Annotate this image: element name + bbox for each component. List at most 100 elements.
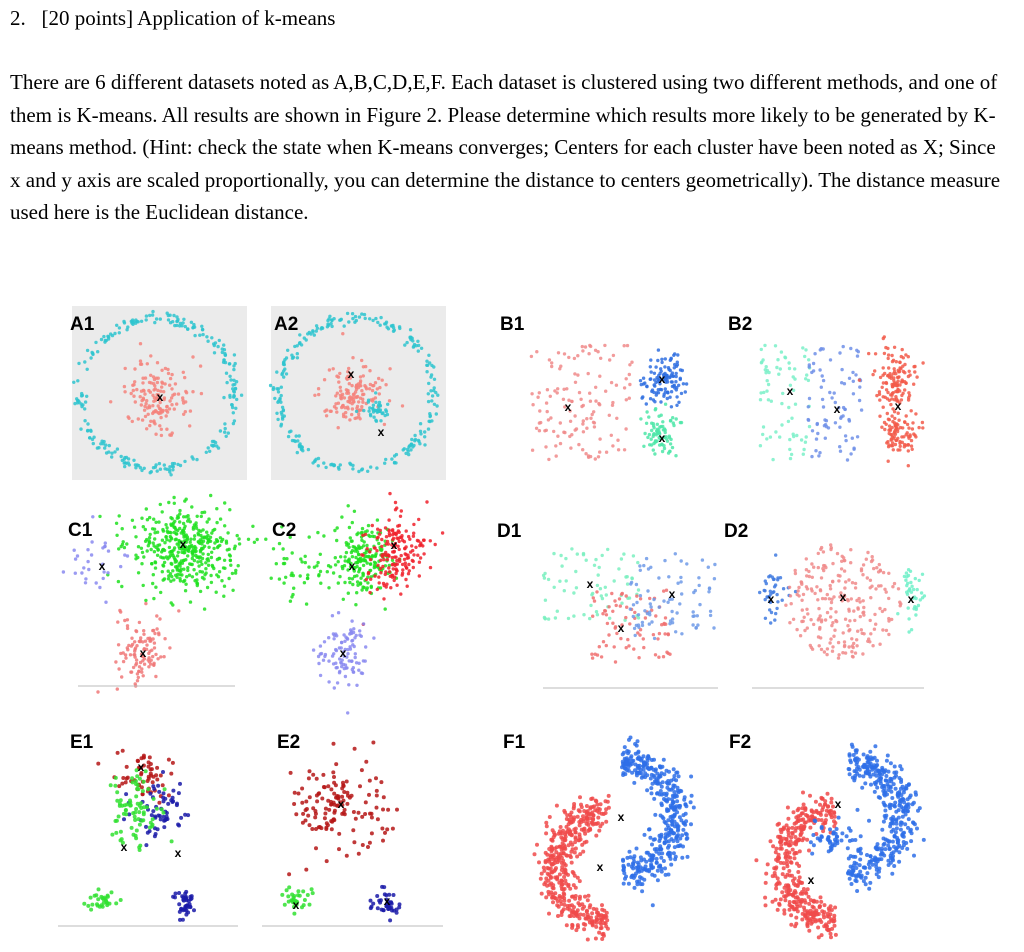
data-point (181, 370, 185, 374)
data-point (581, 827, 586, 832)
data-point (397, 539, 401, 544)
data-point (535, 842, 539, 847)
data-point (341, 404, 345, 408)
data-point (167, 555, 171, 559)
data-point (616, 438, 620, 442)
data-point (134, 658, 139, 662)
data-point (552, 551, 556, 556)
data-point (893, 442, 898, 447)
data-point (152, 517, 156, 521)
data-point (136, 787, 141, 792)
data-point (351, 316, 355, 321)
data-point (878, 795, 882, 800)
data-point (804, 568, 809, 572)
data-point (392, 545, 396, 549)
data-point (332, 317, 336, 321)
data-point (651, 633, 656, 637)
data-point (805, 607, 809, 611)
data-point (654, 860, 659, 865)
data-point (89, 907, 94, 912)
data-point (407, 562, 411, 567)
data-point (627, 372, 631, 377)
data-point (812, 622, 816, 627)
data-point (353, 652, 357, 656)
data-point (641, 760, 646, 765)
data-point (547, 892, 551, 897)
data-point (178, 577, 182, 581)
data-point (290, 551, 294, 555)
data-point (677, 844, 682, 848)
data-point (165, 467, 169, 471)
data-point (543, 571, 547, 576)
data-point (659, 400, 663, 404)
data-point (336, 611, 341, 615)
data-point (173, 382, 178, 386)
data-point (890, 397, 894, 401)
cluster-center-x-icon: x (787, 384, 794, 398)
data-point (96, 897, 101, 902)
data-point (668, 419, 673, 423)
data-point (850, 581, 855, 585)
data-point (679, 575, 683, 580)
data-point (212, 566, 216, 571)
data-point (124, 792, 129, 797)
data-point (562, 896, 567, 901)
data-point (659, 847, 664, 852)
data-point (176, 791, 181, 796)
data-point (199, 514, 203, 519)
data-point (342, 633, 346, 637)
data-point (154, 317, 159, 321)
data-point (316, 464, 320, 468)
data-point (280, 892, 285, 897)
data-point (883, 837, 888, 842)
data-point (334, 762, 339, 767)
data-point (640, 396, 644, 400)
data-point (170, 800, 175, 804)
data-point (277, 541, 282, 546)
data-point (114, 660, 118, 664)
data-point (896, 612, 900, 616)
data-point (917, 425, 921, 430)
data-point (146, 658, 150, 662)
data-point (597, 645, 601, 649)
data-point (539, 891, 544, 896)
data-point (91, 515, 95, 519)
data-point (215, 520, 219, 525)
data-point (134, 661, 139, 666)
data-point (120, 781, 125, 786)
data-point (668, 449, 672, 454)
data-point (681, 382, 686, 386)
data-point (318, 552, 322, 556)
data-point (839, 567, 844, 571)
data-point (349, 793, 354, 798)
data-point (373, 396, 378, 400)
data-point (648, 602, 652, 606)
data-point (713, 562, 717, 567)
data-point (417, 560, 422, 564)
data-point (172, 501, 176, 505)
data-point (865, 853, 869, 857)
data-point (316, 791, 321, 796)
data-point (597, 810, 602, 815)
data-point (181, 546, 185, 550)
data-point (79, 427, 83, 431)
data-point (166, 569, 170, 573)
data-point (788, 456, 793, 461)
data-point (649, 605, 653, 609)
data-point (807, 424, 812, 429)
data-point (358, 629, 362, 633)
data-point (176, 822, 181, 827)
data-point (892, 764, 897, 769)
data-point (571, 806, 576, 811)
data-point (580, 906, 585, 911)
data-point (98, 514, 102, 519)
data-point (619, 636, 623, 641)
data-point (204, 561, 208, 565)
data-point (124, 461, 128, 465)
data-point (788, 594, 793, 598)
data-point (83, 419, 87, 423)
data-point (171, 894, 176, 899)
data-point (669, 819, 674, 823)
data-point (103, 544, 107, 548)
